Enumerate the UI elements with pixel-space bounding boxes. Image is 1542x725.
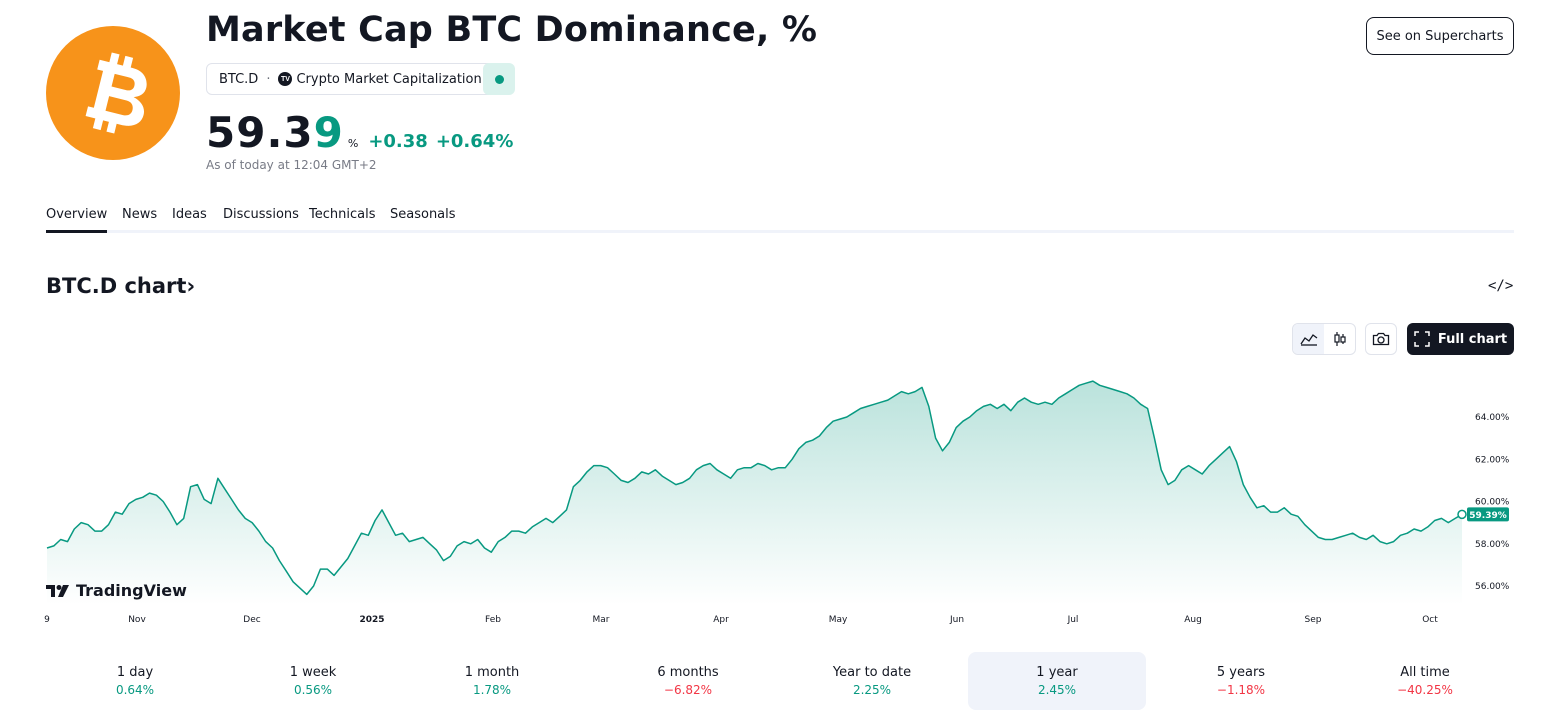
price-main: 59.3 [206,108,314,157]
bitcoin-icon [85,52,147,134]
tradingview-watermark[interactable]: TradingView [46,581,187,600]
x-tick-label: 9 [44,615,50,625]
tradingview-wordmark: TradingView [76,581,187,600]
performance-label: 1 month [464,665,520,680]
y-axis: 64.00% 62.00% 60.00% 58.00% 56.00% [1475,413,1510,592]
snapshot-button[interactable] [1365,323,1397,355]
performance-label: 6 months [657,665,719,680]
bitcoin-logo [46,26,180,160]
performance-value: 1.78% [472,683,512,697]
performance-period-1-week[interactable]: 1 week 0.56% [224,652,402,710]
performance-value: −40.25% [1397,683,1453,697]
performance-value: 0.64% [115,683,155,697]
separator-dot: · [266,71,271,87]
performance-period-all-time[interactable]: All time −40.25% [1336,652,1514,710]
status-dot-icon [494,74,504,84]
chart-section-title-text: BTC.D chart [46,274,187,298]
performance-value: 0.56% [293,683,333,697]
price-change-abs: +0.38 [368,131,428,152]
y-tick-label: 60.00% [1475,498,1510,508]
symbol-chip[interactable]: BTC.D · TV Crypto Market Capitalization [206,63,497,95]
performance-period-6-months[interactable]: 6 months −6.82% [599,652,777,710]
tab-news[interactable]: News [122,207,158,222]
full-chart-label: Full chart [1437,331,1508,347]
performance-value: 2.45% [1037,683,1077,697]
x-tick-label: Mar [593,615,610,625]
chart-style-toggle [1292,323,1356,355]
page-title: Market Cap BTC Dominance, % [206,10,818,50]
x-axis: 9 Nov Dec 2025 Feb Mar Apr May Jun Jul Aug Sep Oct [44,615,1438,625]
candlestick-style-button[interactable] [1324,324,1355,354]
price-change-pct: +0.64% [435,131,514,152]
performance-label: All time [1400,665,1450,680]
y-tick-label: 64.00% [1475,413,1510,423]
x-tick-label: Aug [1184,615,1202,625]
last-value-marker: 59.39% [1457,507,1509,522]
performance-period-1-day[interactable]: 1 day 0.64% [46,652,224,710]
x-tick-label: Apr [713,615,729,625]
chart-section-title[interactable]: BTC.D chart› [46,274,195,298]
performance-label: 5 years [1216,665,1266,680]
x-tick-label: Nov [128,615,146,625]
chart-area-fill [47,381,1462,605]
x-tick-label: Jul [1067,615,1079,625]
performance-label: 1 day [116,665,154,680]
performance-period-1-month[interactable]: 1 month 1.78% [403,652,581,710]
performance-value: −6.82% [663,683,713,697]
y-tick-label: 56.00% [1475,582,1510,592]
chart-series-line [46,380,1463,596]
tab-seasonals[interactable]: Seasonals [390,207,456,222]
y-tick-label: 62.00% [1475,455,1510,465]
tab-technicals[interactable]: Technicals [309,207,376,222]
x-tick-label: Sep [1305,615,1322,625]
price-unit: % [347,137,359,150]
exchange-label: Crypto Market Capitalization [296,71,482,87]
tab-overview[interactable]: Overview [46,207,108,233]
area-chart-style-button[interactable] [1293,324,1324,354]
performance-value: −1.18% [1216,683,1266,697]
performance-label: Year to date [832,665,912,680]
embed-code-icon[interactable]: </> [1488,278,1514,294]
area-chart-icon [1299,334,1317,346]
symbol-ticker: BTC.D [219,71,259,87]
performance-period-year-to-date[interactable]: Year to date 2.25% [783,652,961,710]
performance-value: 2.25% [852,683,892,697]
tradingview-logo-icon [46,584,69,597]
x-tick-label: Jun [949,615,964,625]
performance-period-5-years[interactable]: 5 years −1.18% [1152,652,1330,710]
x-tick-label: May [829,615,848,625]
chevron-right-icon: › [186,274,196,298]
tv-badge-text: TV [280,75,290,83]
last-point-dot [1457,509,1467,520]
performance-period-1-year[interactable]: 1 year 2.45% [968,652,1146,710]
y-tick-label: 58.00% [1475,540,1510,550]
tradingview-mini-icon: TV [278,72,293,86]
x-tick-label: 2025 [359,615,384,625]
fullscreen-icon [1414,331,1430,347]
btc-dominance-chart[interactable]: 64.00% 62.00% 60.00% 58.00% 56.00% 9 Nov Dec 20… [0,360,1542,635]
price-last-digit: 9 [313,108,344,157]
candlestick-icon [1333,332,1346,346]
as-of-timestamp: As of today at 12:04 GMT+2 [206,158,377,172]
tab-ideas[interactable]: Ideas [172,207,207,222]
see-on-supercharts-button[interactable]: See on Supercharts [1366,17,1514,55]
camera-icon [1372,332,1390,346]
last-value-label: 59.39% [1469,511,1507,521]
market-status-chip[interactable] [483,63,515,95]
x-tick-label: Feb [485,615,501,625]
last-value-badge [1467,507,1509,522]
price-row: 59.3 9 % +0.38 +0.64% [206,108,521,157]
performance-label: 1 week [289,665,337,680]
tab-discussions[interactable]: Discussions [223,207,299,222]
full-chart-button[interactable]: Full chart [1407,323,1514,355]
x-tick-label: Oct [1422,615,1438,625]
tab-bar: Overview News Ideas Discussions Technica… [46,207,1514,233]
performance-label: 1 year [1036,665,1078,680]
x-tick-label: Dec [243,615,260,625]
